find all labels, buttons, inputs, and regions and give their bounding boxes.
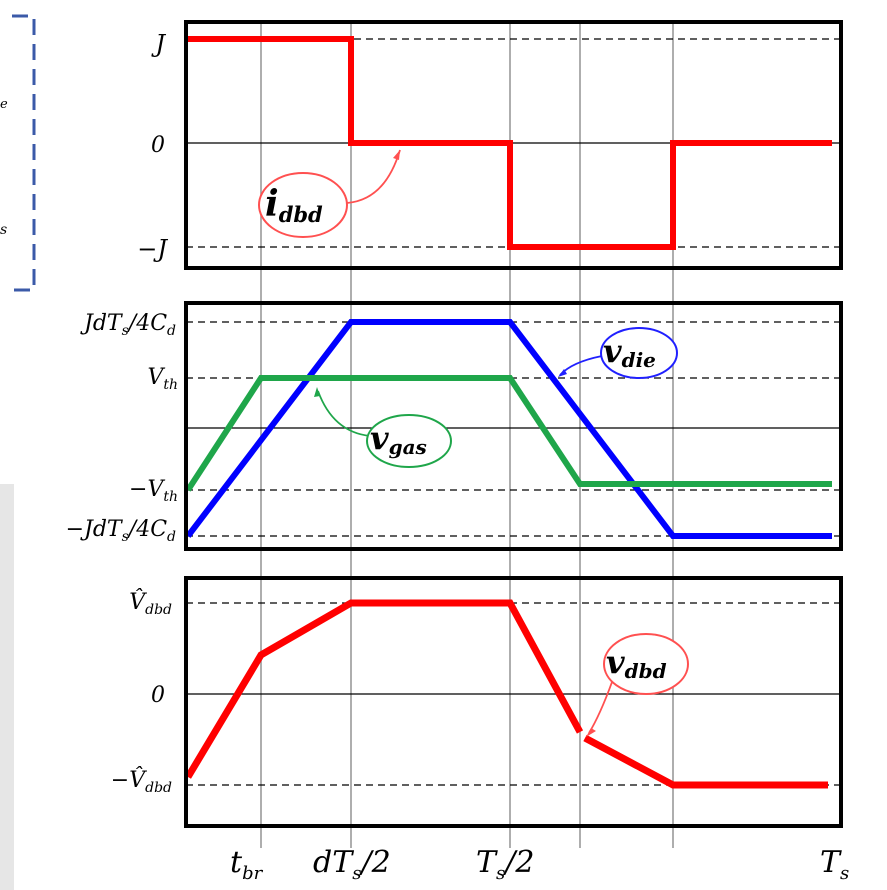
panel-vdbd: V̂dbd 0 −V̂dbd vdbd — [111, 576, 843, 828]
tick-vth: Vth — [147, 365, 178, 393]
tick-vdbd-min: −V̂dbd — [111, 767, 172, 796]
idbd-arrowhead — [393, 150, 400, 160]
vgas-callout-arrow — [317, 390, 371, 437]
vdbd-arrowhead — [586, 728, 596, 737]
panel-voltages-bg — [186, 303, 841, 549]
vdie-arrowhead — [558, 369, 567, 377]
tick-negJ: −J — [137, 235, 168, 263]
vdbd-waveform-b — [583, 734, 828, 789]
idbd-waveform — [188, 36, 832, 250]
panel-current-frame — [184, 20, 843, 270]
tick-vmin: −JdTs/4Cd — [66, 517, 176, 545]
vgas-callout-bubble — [366, 414, 452, 468]
vdbd-callout-bubble — [603, 633, 689, 695]
side-dashed-box — [12, 14, 36, 292]
vgas-waveform — [185, 375, 832, 492]
xtick-ts2: Ts/2 — [476, 845, 534, 884]
xtick-tbr: tbr — [230, 845, 264, 884]
vdie-callout-label: vdie — [603, 332, 656, 372]
tick-vdbd-max: V̂dbd — [129, 589, 172, 618]
panel-voltages: JdTs/4Cd Vth −Vth −JdTs/4Cd vdie vgas — [66, 301, 843, 551]
vgas-callout-label: vgas — [370, 419, 427, 459]
tick-vdbd-zero: 0 — [151, 683, 165, 708]
side-gray-block — [0, 484, 14, 890]
vdbd-callout-label: vdbd — [606, 643, 667, 683]
vdie-waveform — [185, 319, 832, 539]
x-axis-labels: tbr dTs/2 Ts/2 Ts — [230, 845, 849, 884]
vdie-callout-bubble — [600, 327, 678, 379]
idbd-callout-bubble — [258, 172, 348, 238]
tick-0: 0 — [151, 133, 165, 158]
side-fragment-1: e — [0, 97, 8, 112]
vdbd-waveform-a — [184, 599, 584, 779]
xtick-dts2: dTs/2 — [313, 845, 391, 884]
xtick-ts: Ts — [820, 845, 849, 884]
panel-current: J 0 −J idbd — [137, 20, 843, 270]
side-fragment-2: s — [0, 222, 7, 238]
panel-voltages-frame — [184, 301, 843, 551]
tick-vmax: JdTs/4Cd — [80, 311, 176, 339]
idbd-callout-label: idbd — [265, 183, 323, 227]
vgas-arrowhead — [314, 387, 320, 397]
tick-negvth: −Vth — [129, 477, 178, 505]
panel-vdbd-frame — [184, 576, 843, 828]
tick-J: J — [150, 30, 166, 58]
idbd-callout-arrow — [346, 149, 401, 204]
